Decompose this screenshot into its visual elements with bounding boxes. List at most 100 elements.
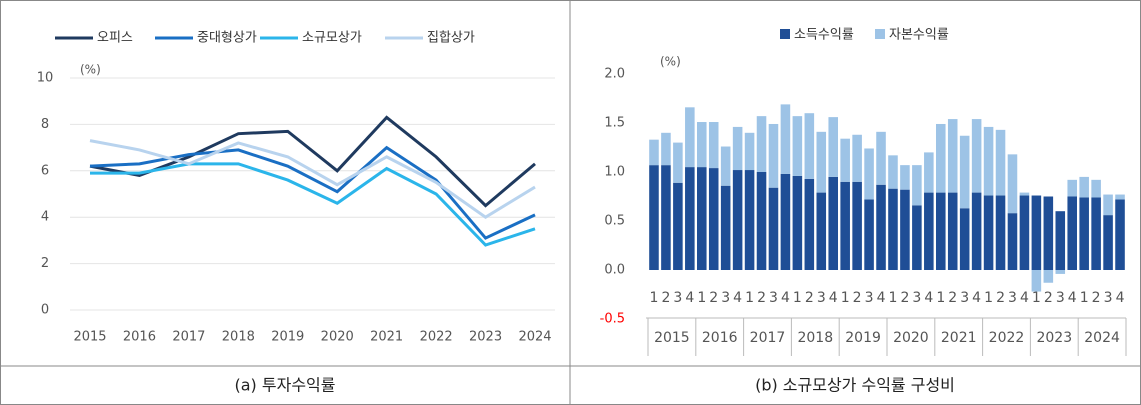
bar-segment	[828, 117, 839, 177]
bar-segment	[720, 185, 731, 270]
bar-segment	[1079, 197, 1089, 270]
bar-segment	[1067, 179, 1078, 197]
x-tick-label: 2020	[321, 330, 354, 345]
legend-label: 오피스	[97, 31, 133, 46]
x-tick-label: 1	[697, 290, 706, 306]
y-tick-label: 1.0	[604, 165, 625, 180]
y-unit-label: (%)	[80, 63, 101, 77]
year-label: 2019	[845, 330, 881, 346]
bar-segment	[828, 176, 839, 270]
x-tick-label: 1	[650, 290, 659, 306]
bar-segment	[1115, 194, 1125, 200]
legend-label: 중대형상가	[197, 31, 257, 46]
bar-segment	[888, 188, 898, 270]
y-tick-label: 4	[41, 210, 49, 225]
x-tick-label: 2018	[222, 330, 255, 345]
bar-segment	[947, 192, 958, 270]
x-tick-label: 1	[745, 290, 754, 306]
bar-segment	[649, 165, 659, 270]
x-tick-label: 3	[817, 290, 826, 306]
bar-segment	[959, 208, 970, 270]
legend-swatch	[780, 29, 790, 39]
bar-segment	[732, 170, 743, 270]
bar-segment	[744, 132, 755, 171]
bar-segment	[780, 104, 791, 174]
bar-segment	[768, 123, 779, 188]
series-line	[90, 162, 536, 247]
bar-segment	[1019, 195, 1030, 270]
year-label: 2017	[750, 330, 786, 346]
x-tick-label: 1	[1080, 290, 1089, 306]
bar-segment	[649, 139, 659, 166]
x-tick-label: 2021	[370, 330, 403, 345]
bar-segment	[864, 148, 874, 200]
x-tick-label: 4	[972, 290, 981, 306]
year-label: 2024	[1084, 330, 1120, 346]
year-label: 2015	[654, 330, 690, 346]
x-tick-label: 2	[996, 290, 1005, 306]
bar-segment	[1031, 195, 1042, 270]
y-tick-label: 1.5	[604, 116, 625, 131]
bar-segment	[924, 192, 934, 270]
x-tick-label: 1	[841, 290, 850, 306]
bar-segment	[876, 131, 886, 185]
bar-segment	[924, 152, 934, 193]
x-tick-label: 3	[1104, 290, 1113, 306]
bar-segment	[708, 122, 719, 169]
y-tick-label: 0	[41, 303, 49, 318]
bar-segment	[673, 182, 683, 270]
x-tick-label: 2	[757, 290, 766, 306]
x-tick-label: 2017	[172, 330, 205, 345]
bar-segment	[971, 192, 982, 270]
bar-segment	[888, 155, 898, 189]
x-tick-label: 2	[1092, 290, 1101, 306]
bar-segment	[816, 131, 827, 193]
bar-segment	[971, 119, 982, 193]
x-tick-label: 3	[865, 290, 874, 306]
bar-segment	[900, 165, 910, 190]
y-unit-label: (%)	[660, 55, 681, 69]
year-label: 2016	[702, 330, 738, 346]
bar-segment	[1007, 213, 1018, 270]
x-tick-label: 4	[1020, 290, 1029, 306]
x-tick-label: 4	[877, 290, 886, 306]
series-line	[89, 145, 536, 240]
x-tick-label: 4	[829, 290, 838, 306]
x-tick-label: 2016	[123, 330, 156, 345]
bar-segment	[661, 165, 671, 270]
x-tick-label: 2	[709, 290, 718, 306]
x-tick-label: 2	[805, 290, 814, 306]
bar-segment	[959, 135, 970, 209]
x-tick-label: 2019	[271, 330, 304, 345]
bar-segment	[720, 146, 731, 186]
bar-segment	[840, 181, 850, 270]
bar-segment	[1055, 211, 1066, 270]
x-tick-label: 4	[685, 290, 694, 306]
x-tick-label: 2015	[73, 330, 106, 345]
y-tick-label: 2.0	[604, 67, 625, 82]
x-tick-label: 2	[853, 290, 862, 306]
x-tick-label: 3	[1056, 290, 1065, 306]
bar-segment	[912, 165, 922, 206]
year-label: 2020	[893, 330, 929, 346]
bar-segment	[852, 181, 862, 270]
bar-segment	[768, 187, 779, 270]
x-tick-label: 1	[984, 290, 993, 306]
bar-segment	[1091, 197, 1101, 270]
bar-segment	[696, 167, 707, 270]
bar-segment	[732, 126, 743, 171]
x-tick-label: 2022	[420, 330, 453, 345]
bar-segment	[804, 178, 815, 270]
bar-segment	[1103, 194, 1113, 216]
bar-segment	[708, 168, 719, 270]
bar-segment	[983, 126, 994, 196]
x-tick-label: 4	[1116, 290, 1125, 306]
legend-label: 자본수익률	[889, 28, 949, 43]
bar-segment	[804, 113, 815, 179]
bar-segment	[685, 107, 695, 168]
bar-segment	[840, 138, 850, 182]
bar-segment	[1031, 270, 1042, 292]
bar-segment	[947, 119, 958, 193]
bar-segment	[1079, 176, 1089, 198]
